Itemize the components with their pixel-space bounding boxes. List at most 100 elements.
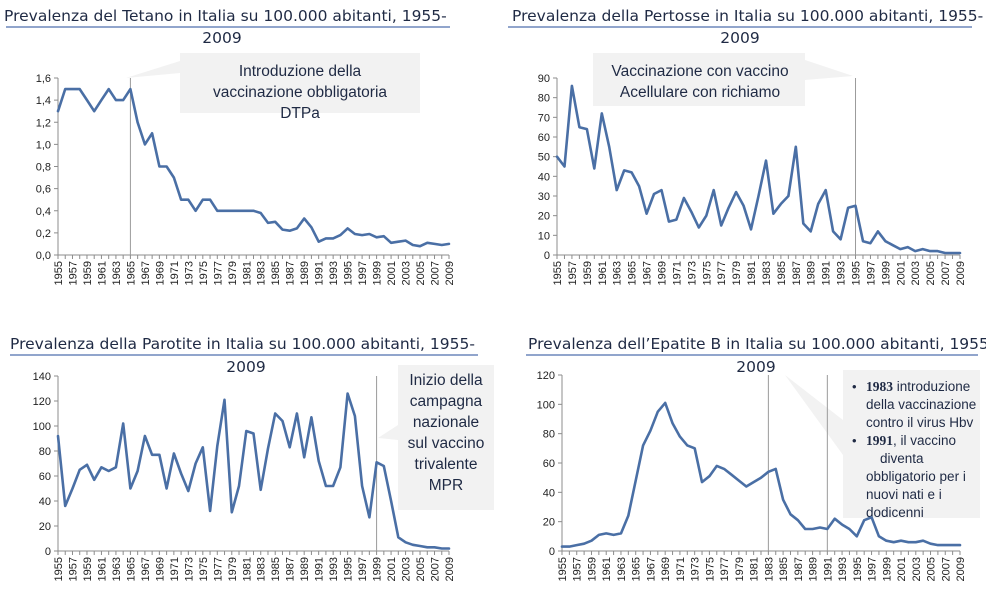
x-tick-label: 1987 [791, 261, 803, 285]
x-tick-label: 1987 [793, 557, 805, 581]
chart-pertosse: Prevalenza della Pertosse in Italia su 1… [508, 7, 983, 285]
callout-line: Acellulare con richiamo [620, 84, 780, 101]
x-tick-label: 1957 [67, 261, 79, 285]
y-tick-label: 1,4 [36, 95, 51, 107]
y-tick-label: 1,2 [36, 117, 51, 129]
y-tick-label: 60 [39, 471, 51, 483]
x-tick-label: 1991 [314, 261, 326, 285]
x-tick-label: 1993 [836, 261, 848, 285]
x-tick-label: 1959 [82, 557, 94, 581]
x-tick-label: 2005 [926, 557, 938, 581]
callout-line: 1983 introduzione [866, 379, 970, 394]
x-tick-label: 1977 [212, 261, 224, 285]
x-tick-label: 1969 [154, 557, 166, 581]
y-tick-label: 120 [537, 370, 555, 382]
y-tick-label: 80 [39, 446, 51, 458]
x-tick-label: 2009 [955, 261, 967, 285]
x-tick-label: 1989 [808, 557, 820, 581]
x-tick-label: 2009 [444, 557, 456, 581]
x-tick-label: 1977 [212, 557, 224, 581]
callout-bullet: • [852, 433, 857, 448]
x-tick-label: 1981 [746, 261, 758, 285]
x-tick-label: 1993 [328, 557, 340, 581]
x-tick-label: 1955 [53, 261, 65, 285]
x-tick-label: 1969 [660, 557, 672, 581]
y-tick-label: 40 [39, 496, 51, 508]
callout-bullet: • [852, 379, 857, 394]
y-tick-label: 1,6 [36, 73, 51, 85]
x-tick-label: 1957 [67, 557, 79, 581]
callout-line: contro il virus Hbv [866, 415, 974, 430]
x-tick-label: 2001 [386, 557, 398, 581]
x-tick-label: 1975 [704, 557, 716, 581]
x-tick-label: 2005 [925, 261, 937, 285]
x-tick-label: 1979 [227, 557, 239, 581]
chart-title-line1: Prevalenza dell’Epatite B in Italia su 1… [528, 335, 986, 353]
x-tick-label: 1991 [821, 261, 833, 285]
y-tick-label: 0,0 [36, 250, 51, 262]
x-tick-label: 1983 [763, 557, 775, 581]
x-tick-label: 1965 [627, 261, 639, 285]
y-tick-label: 140 [33, 371, 51, 383]
y-tick-label: 50 [538, 152, 550, 164]
callout-line: diventa [880, 451, 924, 466]
series-line [555, 84, 962, 255]
chart-title-line1: Prevalenza del Tetano in Italia su 100.0… [4, 7, 447, 25]
y-tick-label: 80 [543, 429, 555, 441]
callout-line: Vaccinazione con vaccino [611, 63, 788, 80]
x-tick-label: 1969 [154, 261, 166, 285]
x-tick-label: 2003 [911, 557, 923, 581]
x-tick-label: 1959 [582, 261, 594, 285]
x-tick-label: 1999 [880, 261, 892, 285]
x-tick-label: 1997 [357, 261, 369, 285]
x-tick-label: 1999 [372, 557, 384, 581]
series-line [56, 392, 451, 550]
callout-box [593, 53, 853, 106]
chart-title-line1: Prevalenza della Parotite in Italia su 1… [10, 335, 475, 353]
x-tick-label: 1995 [343, 557, 355, 581]
x-tick-label: 1989 [299, 261, 311, 285]
x-tick-label: 1979 [734, 557, 746, 581]
x-tick-label: 2003 [401, 261, 413, 285]
x-tick-label: 1995 [851, 261, 863, 285]
x-tick-label: 1993 [328, 261, 340, 285]
y-tick-label: 10 [538, 230, 550, 242]
callout-line: obbligatorio per i [866, 469, 966, 484]
callout-line: della vaccinazione [866, 397, 976, 412]
callout-line: trivalente [415, 456, 478, 473]
x-tick-label: 2009 [444, 261, 456, 285]
chart-title-line2: 2009 [202, 29, 241, 47]
x-tick-label: 1975 [198, 557, 210, 581]
x-tick-label: 1977 [716, 261, 728, 285]
x-tick-label: 1961 [597, 261, 609, 285]
y-tick-label: 20 [543, 517, 555, 529]
callout-line: dodicenni [866, 505, 924, 520]
callout-line: nuovi nati e i [866, 487, 942, 502]
x-tick-label: 1963 [111, 261, 123, 285]
x-tick-label: 1959 [586, 557, 598, 581]
callout-line: vaccinazione obbligatoria [213, 84, 387, 101]
y-tick-label: 80 [538, 93, 550, 105]
x-tick-label: 1963 [616, 557, 628, 581]
chart-tetano: Prevalenza del Tetano in Italia su 100.0… [4, 7, 456, 285]
y-tick-label: 0,4 [36, 206, 51, 218]
callout-line: campagna [410, 393, 483, 410]
x-tick-label: 1965 [631, 557, 643, 581]
callout-box [785, 370, 980, 518]
x-tick-label: 1959 [82, 261, 94, 285]
y-tick-label: 1,0 [36, 139, 51, 151]
x-tick-label: 1963 [612, 261, 624, 285]
x-tick-label: 1961 [601, 557, 613, 581]
x-tick-label: 1983 [256, 261, 268, 285]
y-tick-label: 30 [538, 191, 550, 203]
chart-title-line2: 2009 [720, 29, 759, 47]
y-tick-label: 0 [45, 546, 51, 558]
x-tick-label: 1961 [96, 261, 108, 285]
x-tick-label: 1983 [761, 261, 773, 285]
x-tick-label: 1963 [111, 557, 123, 581]
